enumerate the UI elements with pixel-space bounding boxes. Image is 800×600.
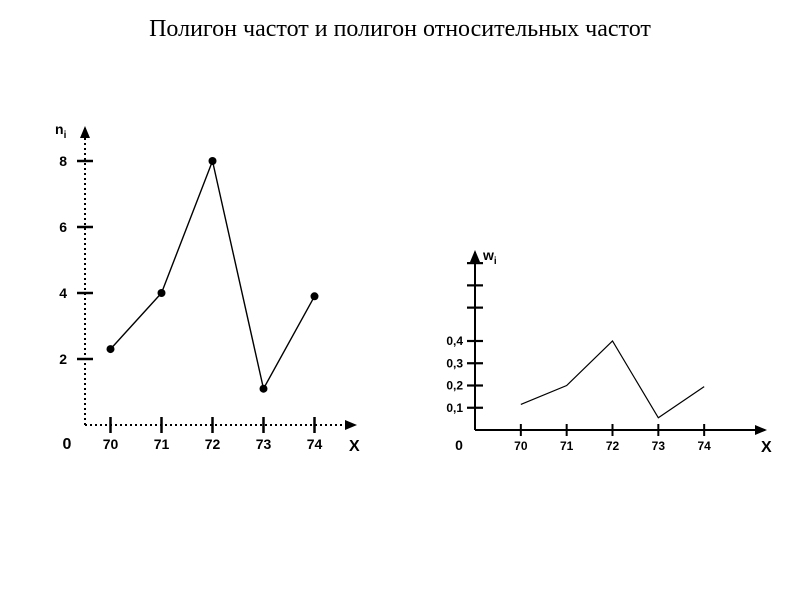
svg-text:ni: ni [55, 121, 67, 141]
svg-text:0,4: 0,4 [446, 334, 463, 348]
svg-text:71: 71 [560, 439, 574, 453]
svg-text:72: 72 [606, 439, 620, 453]
svg-text:8: 8 [59, 153, 67, 169]
svg-text:X: X [761, 439, 772, 456]
svg-text:0: 0 [455, 437, 463, 453]
svg-text:73: 73 [256, 436, 272, 452]
frequency-polygon-chart: 2 4 6 8 70 71 72 73 74 0 ni X [30, 110, 370, 470]
svg-text:4: 4 [59, 285, 67, 301]
svg-text:74: 74 [307, 436, 323, 452]
svg-text:70: 70 [514, 439, 528, 453]
svg-text:6: 6 [59, 219, 67, 235]
page-title: Полигон частот и полигон относительных ч… [0, 16, 800, 43]
svg-text:72: 72 [205, 436, 221, 452]
svg-text:wi: wi [482, 247, 497, 267]
svg-text:0,1: 0,1 [446, 401, 463, 415]
svg-text:70: 70 [103, 436, 119, 452]
svg-text:74: 74 [697, 439, 711, 453]
relative-frequency-polygon-chart: 0,1 0,2 0,3 0,4 70 71 72 73 74 0 wi X [420, 240, 780, 470]
svg-text:X: X [349, 438, 360, 455]
svg-text:2: 2 [59, 351, 67, 367]
svg-text:0,2: 0,2 [446, 379, 463, 393]
svg-text:0,3: 0,3 [446, 356, 463, 370]
svg-text:73: 73 [652, 439, 666, 453]
charts-row: 2 4 6 8 70 71 72 73 74 0 ni X 0,1 0,2 0,3 0,4 70 71 72 73 7… [0, 110, 800, 470]
svg-text:0: 0 [63, 436, 72, 453]
svg-text:71: 71 [154, 436, 170, 452]
